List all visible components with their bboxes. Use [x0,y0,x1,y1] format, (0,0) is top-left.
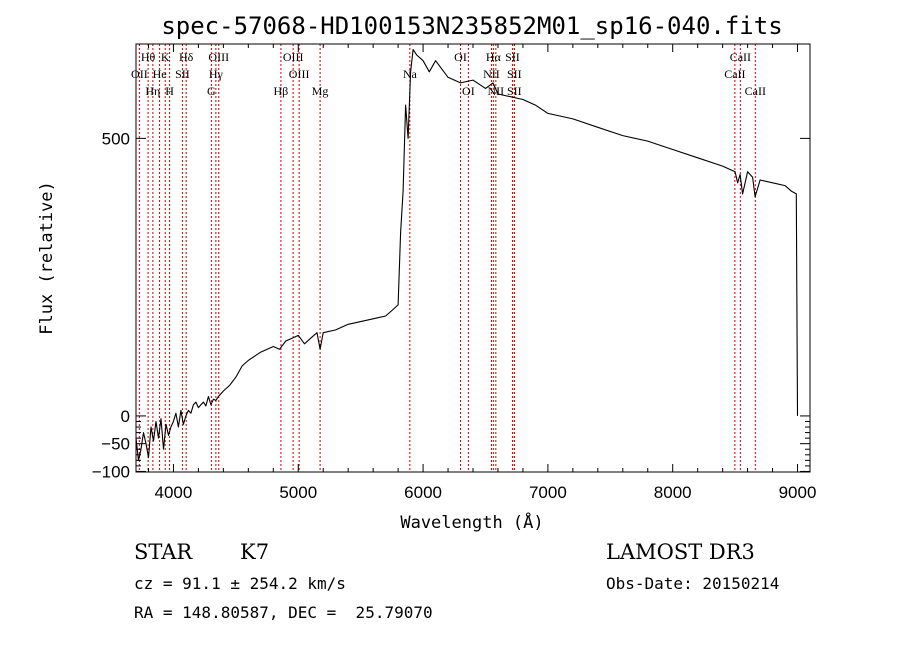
spectral-line-label: Mg [312,84,329,98]
x-tick-label: 7000 [529,483,567,502]
spectral-line-label: SII [507,67,522,81]
spectral-line-label: OIII [289,67,310,81]
spectral-line-label: H [165,84,174,98]
y-axis-label: Flux (relative) [37,181,57,335]
spectral-line-label: G [207,84,216,98]
spectral-line-label: OIII [283,50,304,64]
coordinates-readout: RA = 148.80587, DEC = 25.79070 [134,603,433,622]
x-axis-label: Wavelength (Å) [400,511,543,533]
spectral-line-label: NII [488,84,505,98]
chart-title: spec-57068-HD100153N235852M01_sp16-040.f… [161,12,782,40]
spectral-line-label: NII [483,67,500,81]
spectral-line-markers [138,44,756,472]
spectral-line-label: CaII [745,84,766,98]
plot-frame [135,43,811,473]
spectrum-series [135,49,799,461]
spectral-line-label: Hγ [209,67,224,81]
y-tick-label: −50 [101,435,130,454]
x-axis: 4000 5000 6000 7000 8000 9000 [147,44,817,502]
spectrum-line [135,49,799,461]
y-tick-label: 0 [121,407,130,426]
x-tick-label: 6000 [404,483,442,502]
spectral-line-label: OI [462,84,475,98]
y-axis: −100 −50 0 500 [92,129,810,481]
y-tick-label: −100 [92,462,130,481]
spectral-line-label: Hα [486,50,502,64]
spectral-line-label: Hβ [274,84,289,98]
spectral-line-label: OIII [208,50,229,64]
spectral-line-label: Hη [145,84,160,98]
object-class: STAR [134,540,193,564]
x-tick-label: 9000 [779,483,817,502]
spectral-line-label: CaII [724,67,745,81]
spectral-line-label: SII [507,84,522,98]
spectral-line-label: Hθ [141,50,156,64]
spectral-line-label: SII [505,50,520,64]
spectral-line-label: K [161,50,170,64]
y-tick-label: 500 [102,129,130,148]
survey-name: LAMOST DR3 [606,540,755,564]
spectral-line-label: SII [175,67,190,81]
x-tick-label: 4000 [155,483,193,502]
spectral-line-label: He [153,67,167,81]
object-subclass: K7 [240,540,270,564]
spectral-line-label: Hδ [179,50,194,64]
x-tick-label: 5000 [279,483,317,502]
spectral-line-label: OII [131,67,148,81]
redshift-readout: cz = 91.1 ± 254.2 km/s [134,574,346,593]
spectral-line-label: CaII [730,50,751,64]
observation-date: Obs-Date: 20150214 [606,574,780,593]
spectral-line-label: OI [454,50,467,64]
x-tick-label: 8000 [654,483,692,502]
